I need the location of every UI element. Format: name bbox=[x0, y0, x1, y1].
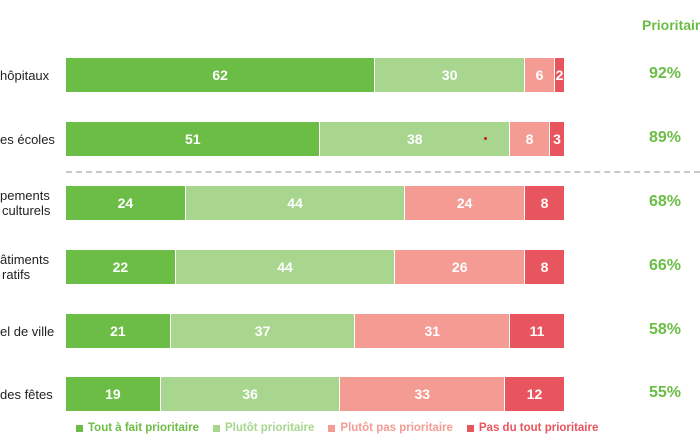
category-label: des fêtes bbox=[0, 387, 60, 402]
data-label: 21 bbox=[110, 323, 126, 339]
data-label: 6 bbox=[535, 67, 544, 83]
legend-swatch bbox=[466, 424, 474, 432]
bar-segment: 24 bbox=[66, 186, 186, 220]
data-label: 22 bbox=[112, 259, 129, 275]
category-label-line: culturels bbox=[2, 203, 51, 218]
legend-item: Pas du tout prioritaire bbox=[466, 422, 599, 434]
bar-segment: 33 bbox=[340, 377, 506, 411]
data-label: 31 bbox=[424, 323, 441, 339]
prioritaire-total: 58% bbox=[648, 321, 682, 338]
bar-segment: 2 bbox=[555, 58, 565, 92]
category-label: âtiments ratifs bbox=[0, 252, 60, 282]
legend-item: Plutôt pas prioritaire bbox=[328, 422, 453, 434]
legend-swatch bbox=[76, 424, 83, 432]
bar-segment: 8 bbox=[510, 122, 551, 156]
stray-red-dot bbox=[484, 137, 487, 140]
prioritaire-total: 66% bbox=[648, 257, 682, 274]
data-label: 24 bbox=[456, 195, 473, 211]
category-label: el de ville bbox=[0, 324, 60, 339]
bar-segment: 12 bbox=[505, 377, 565, 411]
bar-segment: 6 bbox=[525, 58, 556, 92]
data-label: 44 bbox=[277, 259, 293, 275]
category-label-line: pements bbox=[0, 188, 50, 203]
bar-segment: 31 bbox=[355, 314, 511, 348]
bar-segment: 24 bbox=[405, 186, 526, 220]
data-label: 37 bbox=[254, 323, 271, 339]
legend-label: Plutôt prioritaire bbox=[224, 422, 315, 434]
category-label-line: ratifs bbox=[2, 267, 31, 282]
bar-segment: 36 bbox=[160, 377, 341, 411]
bar-segment: 51 bbox=[66, 122, 321, 156]
bar-segment: 37 bbox=[170, 314, 356, 348]
data-label: 19 bbox=[105, 386, 121, 402]
legend: Tout à fait prioritaire Plutôt prioritair… bbox=[76, 422, 598, 434]
prioritaire-total: 55% bbox=[648, 384, 682, 401]
category-label: hôpitaux bbox=[0, 68, 60, 83]
category-label: es écoles bbox=[0, 132, 60, 147]
category-label-line: el de ville bbox=[0, 323, 55, 339]
bar-segment: 44 bbox=[185, 186, 406, 220]
data-label: 8 bbox=[540, 195, 549, 211]
data-label: 2 bbox=[555, 67, 564, 83]
category-label: pements culturels bbox=[0, 188, 60, 218]
prioritaire-header: Prioritaire bbox=[642, 17, 700, 33]
legend-swatch bbox=[212, 424, 220, 432]
data-label: 8 bbox=[525, 131, 534, 147]
bar-segment: 44 bbox=[175, 250, 396, 284]
data-label: 12 bbox=[526, 386, 543, 402]
data-label: 26 bbox=[451, 259, 468, 275]
legend-label: Tout à fait prioritaire bbox=[88, 422, 199, 434]
data-label: 33 bbox=[414, 386, 431, 402]
data-label: 3 bbox=[553, 131, 561, 147]
data-label: 62 bbox=[212, 67, 228, 83]
bar-segment: 21 bbox=[66, 314, 171, 348]
prioritaire-total: 68% bbox=[648, 193, 682, 210]
category-label-line: es écoles bbox=[0, 131, 55, 147]
legend-label: Pas du tout prioritaire bbox=[478, 422, 599, 434]
data-label: 44 bbox=[287, 195, 303, 211]
bar-segment: 19 bbox=[66, 377, 161, 411]
category-label-line: des fêtes bbox=[0, 386, 53, 402]
bar-segment: 8 bbox=[525, 186, 565, 220]
category-label-line: âtiments bbox=[0, 252, 50, 267]
data-label: 36 bbox=[242, 386, 258, 402]
bar-segment: 8 bbox=[525, 250, 565, 284]
data-label: 11 bbox=[529, 323, 545, 339]
legend-label: Plutôt pas prioritaire bbox=[340, 422, 453, 434]
bar-segment: 26 bbox=[395, 250, 526, 284]
bar-segment: 11 bbox=[510, 314, 565, 348]
legend-item: Plutôt prioritaire bbox=[212, 422, 315, 434]
data-label: 38 bbox=[407, 131, 423, 147]
legend-swatch bbox=[328, 424, 336, 432]
bar-segment: 30 bbox=[375, 58, 526, 92]
data-label: 8 bbox=[540, 259, 549, 275]
data-label: 24 bbox=[117, 195, 134, 211]
bar-segment: 38 bbox=[320, 122, 511, 156]
category-label-line: hôpitaux bbox=[0, 67, 50, 83]
prioritaire-total: 89% bbox=[648, 129, 682, 146]
bar-segment: 22 bbox=[66, 250, 176, 284]
bar-segment: 3 bbox=[550, 122, 565, 156]
data-label: 51 bbox=[184, 131, 201, 147]
legend-item: Tout à fait prioritaire bbox=[76, 422, 199, 434]
bar-segment: 62 bbox=[66, 58, 376, 92]
group-separator bbox=[66, 171, 700, 173]
prioritaire-total: 92% bbox=[648, 65, 682, 82]
data-label: 30 bbox=[441, 67, 458, 83]
